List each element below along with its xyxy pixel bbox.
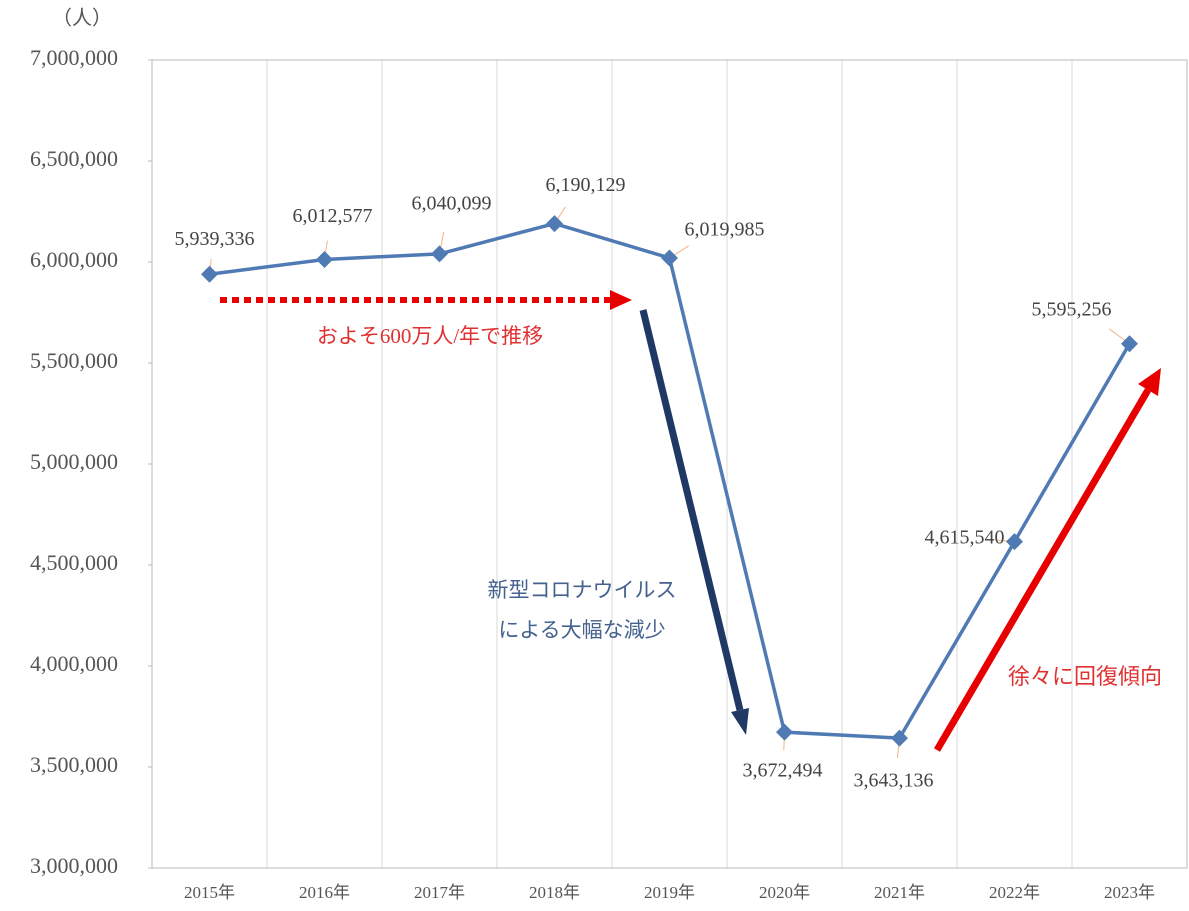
decline-arrow <box>639 309 744 711</box>
arrow-head <box>1138 368 1161 396</box>
data-label: 4,615,540 <box>925 526 1005 548</box>
marker <box>1006 533 1023 551</box>
recovery-arrow <box>933 388 1152 752</box>
data-label: 5,595,256 <box>1032 298 1112 320</box>
y-tick-label: 6,000,000 <box>30 247 118 272</box>
annotation: 新型コロナウイルス <box>488 578 677 602</box>
y-tick-label: 3,500,000 <box>30 752 118 777</box>
marker <box>316 250 333 268</box>
x-tick-label: 2017年 <box>414 883 465 902</box>
x-tick-label: 2016年 <box>299 883 350 902</box>
x-tick-label: 2022年 <box>989 883 1040 902</box>
y-tick-label: 4,500,000 <box>30 550 118 575</box>
marker <box>201 265 218 283</box>
data-label: 3,672,494 <box>743 760 823 782</box>
plot-area <box>151 59 1188 869</box>
marker <box>546 215 563 233</box>
data-label: 6,012,577 <box>293 205 373 227</box>
arrow-head <box>731 708 749 735</box>
annotation: による大幅な減少 <box>498 618 665 642</box>
y-tick-label: 5,000,000 <box>30 449 118 474</box>
data-label: 6,019,985 <box>685 219 765 241</box>
x-tick-label: 2018年 <box>529 883 580 902</box>
y-tick-label: 4,000,000 <box>30 651 118 676</box>
arrow-head <box>610 290 632 310</box>
y-tick-label: 3,000,000 <box>30 853 118 878</box>
marker <box>891 729 908 747</box>
marker <box>661 249 678 267</box>
data-label: 6,190,129 <box>546 174 626 196</box>
x-tick-label: 2019年 <box>644 883 695 902</box>
data-label: 6,040,099 <box>412 192 492 214</box>
y-tick-label: 5,500,000 <box>30 348 118 373</box>
marker <box>431 245 448 263</box>
x-tick-label: 2021年 <box>874 883 925 902</box>
y-tick-label: 7,000,000 <box>30 45 118 70</box>
annotation: 徐々に回復傾向 <box>1008 664 1162 689</box>
x-tick-label: 2020年 <box>759 883 810 902</box>
annotation: およそ600万人/年で推移 <box>317 324 543 348</box>
marker <box>1121 335 1138 353</box>
data-label: 5,939,336 <box>175 228 255 250</box>
y-axis-label: （人） <box>52 7 112 30</box>
marker <box>776 723 793 741</box>
y-tick-label: 6,500,000 <box>30 146 118 171</box>
x-tick-label: 2023年 <box>1104 883 1155 902</box>
data-label: 3,643,136 <box>854 770 934 792</box>
x-tick-label: 2015年 <box>184 883 235 902</box>
